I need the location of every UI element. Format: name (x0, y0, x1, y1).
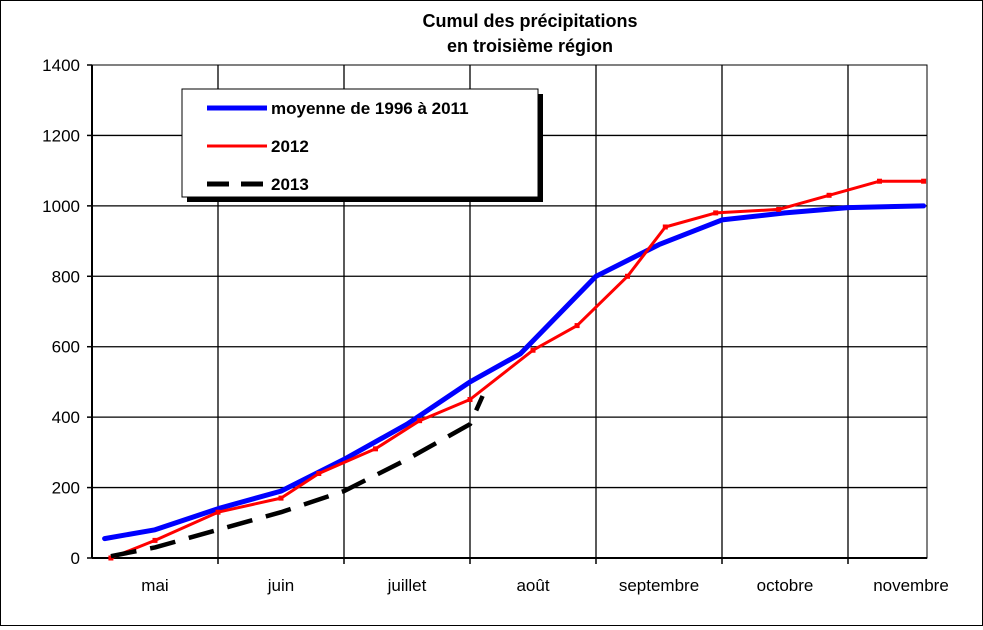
series-line-0 (102, 203, 927, 542)
series-1-point-8 (530, 347, 536, 353)
x-tick-label-2: juillet (387, 576, 427, 595)
series-1-point-5 (373, 446, 378, 452)
series-1-point-6 (417, 418, 423, 424)
series-1-point-16 (921, 178, 927, 184)
x-tick-label-3: août (516, 576, 549, 595)
legend: moyenne de 1996 à 2011 2012 2013 (181, 88, 543, 202)
series-1-point-10 (625, 273, 630, 279)
y-axis: 0 200 400 600 800 1000 1200 1400 (42, 56, 93, 568)
chart-subtitle: en troisième région (447, 36, 613, 56)
x-axis: mai juin juillet août septembre octobre novemb… (92, 557, 949, 595)
series-1-point-1 (152, 537, 158, 543)
y-tick-label-1: 200 (52, 479, 80, 498)
series-1-point-14 (826, 192, 832, 198)
x-tick-label-5: octobre (757, 576, 814, 595)
legend-label-1: 2012 (271, 137, 309, 156)
y-tick-label-2: 400 (52, 408, 80, 427)
series-line-2 (110, 395, 485, 559)
series-1-point-3 (278, 495, 284, 501)
series-1-point-4 (316, 470, 322, 476)
y-tick-label-5: 1000 (42, 197, 80, 216)
chart-title: Cumul des précipitations (422, 11, 637, 31)
series-1-point-11 (662, 224, 668, 230)
series-1-point-15 (877, 178, 882, 184)
y-tick-label-4: 800 (52, 267, 80, 286)
series-1-point-9 (574, 323, 580, 329)
series-1-point-12 (713, 210, 719, 216)
legend-label-2: 2013 (271, 175, 309, 194)
series-1-point-0 (108, 555, 114, 561)
x-tick-label-6: novembre (873, 576, 949, 595)
y-tick-label-6: 1200 (42, 126, 80, 145)
series-1-point-13 (776, 206, 782, 212)
y-tick-label-3: 600 (52, 338, 80, 357)
y-tick-label-0: 0 (71, 549, 80, 568)
series-lines (102, 178, 927, 561)
y-tick-label-7: 1400 (42, 56, 80, 75)
x-tick-label-4: septembre (619, 576, 699, 595)
series-1-point-7 (467, 397, 473, 403)
x-tick-label-1: juin (267, 576, 294, 595)
x-tick-label-0: mai (141, 576, 168, 595)
series-1-point-2 (215, 509, 221, 515)
legend-label-0: moyenne de 1996 à 2011 (271, 99, 469, 118)
